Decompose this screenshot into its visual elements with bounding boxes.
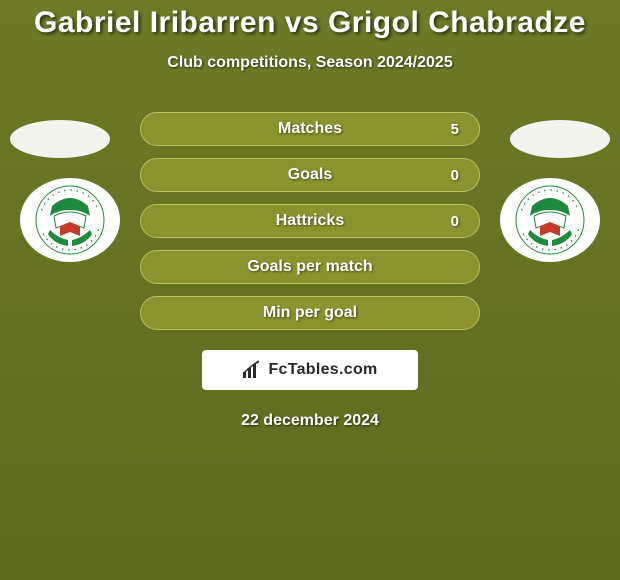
stat-label: Goals per match xyxy=(247,258,372,276)
club-left-circle xyxy=(20,178,120,262)
subtitle: Club competitions, Season 2024/2025 xyxy=(0,54,620,72)
stat-value: 0 xyxy=(451,213,459,230)
stat-value: 5 xyxy=(451,121,459,138)
player-left-oval xyxy=(10,120,110,158)
attribution-box: FcTables.com xyxy=(202,350,418,390)
stat-label: Goals xyxy=(288,166,332,184)
stat-pill: Goals per match xyxy=(140,250,480,284)
stat-label: Hattricks xyxy=(276,212,344,230)
stat-pill: Matches 5 xyxy=(140,112,480,146)
stat-value: 0 xyxy=(451,167,459,184)
stat-pill: Hattricks 0 xyxy=(140,204,480,238)
chart-icon xyxy=(242,360,264,380)
stat-pill: Goals 0 xyxy=(140,158,480,192)
player-right-oval xyxy=(510,120,610,158)
stat-pill: Min per goal xyxy=(140,296,480,330)
date-text: 22 december 2024 xyxy=(0,412,620,430)
stat-label: Matches xyxy=(278,120,342,138)
page-title: Gabriel Iribarren vs Grigol Chabradze xyxy=(0,6,620,40)
club-left-crest xyxy=(32,182,108,258)
attribution-text: FcTables.com xyxy=(268,361,377,379)
club-right-crest xyxy=(512,182,588,258)
stat-label: Min per goal xyxy=(263,304,357,322)
club-right-circle xyxy=(500,178,600,262)
